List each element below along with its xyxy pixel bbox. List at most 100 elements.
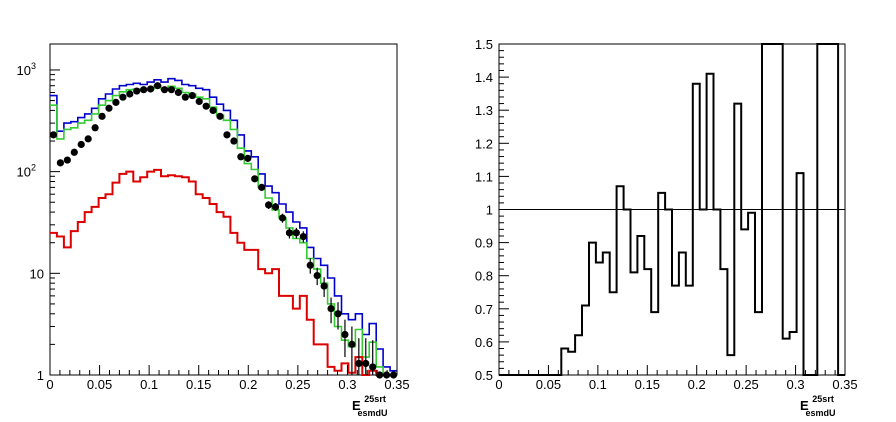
left-x-tick-label: 0.15 [186,377,211,392]
left-data-point [389,371,398,379]
left-data-point [278,214,287,222]
left-x-axis-label-sub: esmdU [357,408,387,418]
right-x-tick-label: 0.35 [832,377,857,392]
left-data-point [313,271,321,280]
right-y-tick-label: 0.8 [475,269,493,284]
right-ratio-panel: 0 0.05 0.1 0.15 0.2 0.25 0.3 0.35 0.5 0.6 0.7 0.8 0.… [475,37,858,418]
right-ratio-line [499,43,845,376]
left-data-point [251,175,259,183]
left-x-tick-label: 0.05 [87,377,112,392]
left-x-tick-label: 0.35 [384,377,409,392]
left-data-point [348,340,356,348]
right-x-axis-label-sub: esmdU [805,408,835,418]
left-data-point [56,159,65,167]
left-data-point [244,154,252,162]
left-data-point [98,112,106,120]
right-y-tick-label: 1.2 [475,136,493,151]
left-data-point [49,131,58,139]
left-data-point [181,93,189,101]
left-y-tick-label: 10 [30,266,44,281]
left-data-point [63,156,71,164]
left-data-point [126,90,134,98]
right-series-group [499,43,845,376]
left-data-point [327,304,335,313]
left-series-line-1 [50,84,397,376]
left-data-point [299,232,307,241]
left-data-point [70,148,78,156]
left-data-point [376,371,384,379]
left-data-point [77,140,85,149]
left-y-tick-label: 1 [37,368,44,383]
left-data-point [265,201,273,209]
left-data-point [362,359,370,368]
left-data-point [174,88,182,97]
left-data-point [140,86,148,94]
left-data-point [334,310,342,318]
left-y-tick-exponent: 3 [31,61,36,71]
left-x-tick-label: 0 [46,377,53,392]
left-data-point [147,85,155,93]
left-data-point [306,261,314,269]
left-data-point [112,98,120,106]
right-x-tick-label: 0.05 [536,377,561,392]
left-y-tick-base: 10 [17,63,31,78]
right-x-axis-label-sup: 25srt [812,394,834,404]
right-axes-group: 0 0.05 0.1 0.15 0.2 0.25 0.3 0.35 0.5 0.6 0.7 0.8 0.… [475,37,858,392]
left-series-group [49,77,398,379]
right-y-tick-label: 1.4 [475,70,493,85]
left-data-point [237,153,245,161]
right-y-tick-label: 0.7 [475,302,493,317]
left-data-point [230,137,238,145]
right-y-tick-label: 1 [486,203,493,218]
left-data-point [209,106,217,115]
left-data-point [369,363,377,371]
left-data-point [355,359,363,368]
left-data-point [341,330,349,339]
left-x-axis-label: E 25srt esmdU [352,390,389,418]
left-x-axis-label-main: E [352,398,361,413]
left-series-line-0 [50,77,397,372]
left-y-tick-label: 102 [17,163,36,180]
right-y-tick-label: 1.1 [475,169,493,184]
left-data-point [195,97,203,106]
left-data-point [84,135,92,143]
left-x-tick-label: 0.2 [239,377,257,392]
left-x-tick-label: 0.25 [285,377,310,392]
right-x-tick-label: 0.1 [589,377,607,392]
left-data-point [133,87,141,95]
right-y-tick-label: 0.5 [475,368,493,383]
left-x-axis-label-sup: 25srt [364,394,386,404]
right-y-tick-label: 0.6 [475,335,493,350]
right-y-tick-label: 0.9 [475,236,493,251]
left-y-tick-label: 103 [17,61,36,78]
right-y-tick-label: 1.3 [475,103,493,118]
left-data-point [320,282,328,290]
left-plot-frame [49,43,398,376]
right-x-tick-label: 0.2 [688,377,706,392]
left-data-point [105,104,113,112]
left-data-point [223,131,231,139]
left-data-point [216,112,224,120]
left-data-point [285,229,294,237]
left-y-tick-exponent: 2 [31,163,36,173]
left-x-tick-label: 0.3 [338,377,356,392]
left-data-point [202,102,210,110]
left-data-point [167,86,176,94]
left-data-point [153,82,162,90]
right-x-tick-label: 0.25 [733,377,758,392]
right-x-tick-label: 0.3 [787,377,805,392]
left-data-point [292,229,300,237]
left-y-tick-base: 10 [17,165,31,180]
right-x-axis-label: E 25srt esmdU [800,390,837,418]
left-x-tick-label: 0.1 [140,377,158,392]
left-data-point [91,124,99,132]
left-data-point [271,203,280,211]
left-series-line-2 [50,168,397,376]
left-data-point [160,86,169,94]
right-x-tick-label: 0.15 [635,377,660,392]
right-x-tick-label: 0 [495,377,502,392]
left-data-point [188,91,196,100]
